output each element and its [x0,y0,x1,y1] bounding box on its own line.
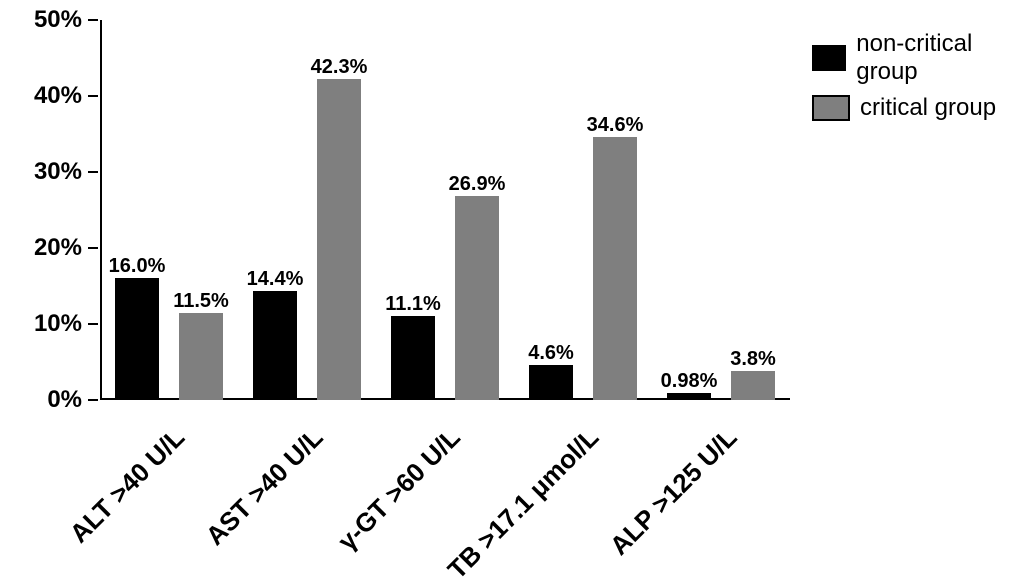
legend-label-non-critical: non-critical group [856,30,1020,86]
x-category-label: γ-GT >60 U/L [332,422,467,557]
x-category-label: ALP >125 U/L [603,422,743,562]
y-tick-label: 50% [34,6,100,34]
bar-value-label: 26.9% [449,173,506,196]
y-tick-label: 0% [47,386,100,414]
bar-value-label: 42.3% [311,56,368,79]
legend-item-non-critical: non-critical group [812,30,1020,86]
bar-critical: 34.6% [593,137,637,400]
legend-swatch-non-critical [812,45,846,71]
bar-value-label: 34.6% [587,114,644,137]
y-tick-label: 40% [34,82,100,110]
bar-critical: 42.3% [317,79,361,400]
bar-value-label: 11.5% [173,290,229,313]
y-tick-label: 30% [34,158,100,186]
x-category-label: ALT >40 U/L [64,422,191,549]
bar-non-critical: 4.6% [529,365,573,400]
chart-container: 16.0% 11.5% ALT >40 U/L 14.4% 42.3% AST >40 U… [0,0,1020,580]
bar-critical: 3.8% [731,371,775,400]
legend-item-critical: critical group [812,94,1020,122]
y-tick-label: 10% [34,310,100,338]
x-category-label: AST >40 U/L [199,422,329,552]
bar-value-label: 0.98% [661,370,718,393]
bar-value-label: 16.0% [109,255,166,278]
bar-non-critical: 0.98% [667,393,711,400]
bar-non-critical: 16.0% [115,278,159,400]
bar-value-label: 11.1% [385,293,441,316]
bar-critical: 26.9% [455,196,499,400]
bar-critical: 11.5% [179,313,223,400]
x-category-label: TB >17.1 μmol/L [441,422,604,585]
y-tick-label: 20% [34,234,100,262]
legend-label-critical: critical group [860,94,996,122]
bars-layer: 16.0%11.5%ALT >40 U/L14.4%42.3%AST >40 U… [100,20,790,400]
plot-area: 16.0%11.5%ALT >40 U/L14.4%42.3%AST >40 U… [100,20,790,400]
bar-non-critical: 14.4% [253,291,297,400]
bar-value-label: 14.4% [247,268,304,291]
legend-swatch-critical [812,95,850,121]
legend: non-critical group critical group [812,30,1020,130]
bar-value-label: 3.8% [730,348,776,371]
bar-value-label: 4.6% [528,342,574,365]
bar-non-critical: 11.1% [391,316,435,400]
